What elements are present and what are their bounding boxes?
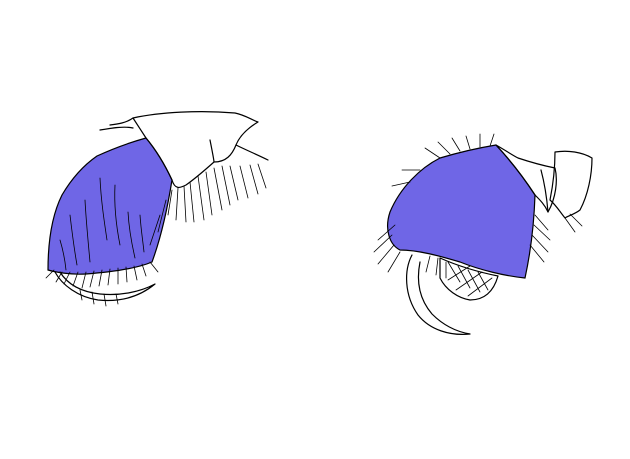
left-propodus-setae [59,177,145,271]
right-distal-plate [549,150,593,219]
left-palm-fringe [45,261,159,289]
left-dactyl [54,271,156,302]
left-spine-top [109,117,134,126]
left-distal-edge [235,144,269,161]
left-spine-top2 [99,126,134,131]
left-joint-line [209,139,215,163]
left-dactyl-setae [79,289,119,307]
right-carpus [495,144,557,213]
right-edge-setae [529,213,583,263]
right-lower-setae [373,224,447,279]
right-top-setae [391,133,495,187]
right-palm-ridge [439,257,499,301]
right-dactyl [406,254,471,335]
left-outer-setae [149,163,267,246]
left-propodus-highlight [47,137,173,275]
right-joint-line [540,169,549,213]
left-appendage [45,111,269,307]
right-ridge-hatch [447,261,493,297]
right-appendage [373,133,593,335]
left-carpus-outline [132,111,259,188]
